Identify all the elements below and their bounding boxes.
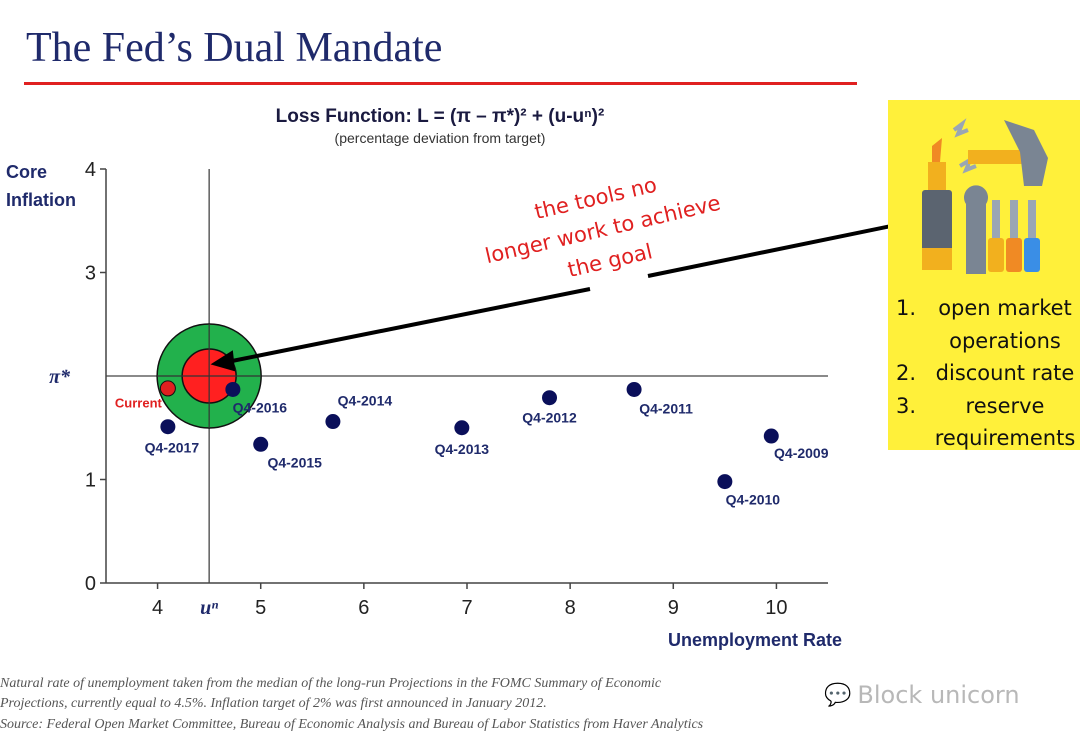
footnote-natural-rate: Natural rate of unemployment taken from …: [0, 676, 662, 691]
title-rule: [24, 82, 857, 85]
x-tick-label: 9: [668, 597, 679, 619]
data-label: Q4-2015: [267, 454, 322, 470]
x-tick-label: 6: [358, 597, 369, 619]
x-tick-label: 10: [765, 597, 787, 619]
data-point: [325, 414, 341, 430]
footnote-projections: Projections, currently equal to 4.5%. In…: [0, 696, 547, 711]
data-point: [542, 390, 558, 406]
natural-rate-tick-label: uⁿ: [200, 597, 218, 619]
watermark-text: Block unicorn: [857, 681, 1020, 709]
y-tick-label: 1: [85, 470, 96, 492]
chart-subtitle: (percentage deviation from target): [335, 130, 546, 146]
slide-title: The Fed’s Dual Mandate: [26, 25, 443, 71]
annotation-arrow-line-upper: [647, 223, 897, 278]
chart-title: Loss Function: L = (π – π*)² + (u-uⁿ)²: [276, 106, 605, 127]
tools-list-item: 1. open market operations: [896, 292, 1080, 357]
tools-list-item: 2. discount rate: [896, 357, 1080, 390]
data-label: Q4-2013: [435, 441, 490, 457]
annotation-arrow-head: [210, 350, 236, 372]
inflation-target-tick-label: π*: [49, 366, 71, 388]
watermark: 💬 Block unicorn: [824, 681, 1020, 709]
data-point: [626, 381, 642, 397]
y-tick-label: 0: [85, 573, 96, 595]
data-label-current: Current: [115, 395, 163, 410]
tools-list-number: 1.: [896, 296, 917, 320]
y-axis-label-line2: Inflation: [6, 190, 76, 210]
data-point: [763, 428, 779, 444]
tools-list: 1. open market operations 2. discount ra…: [896, 292, 1080, 455]
tools-list-number: 3.: [896, 393, 917, 418]
data-point-current: [159, 380, 176, 397]
data-label: Q4-2016: [233, 399, 288, 415]
x-tick-label: 7: [461, 597, 472, 619]
x-tick-label: 8: [565, 597, 576, 619]
data-label: Q4-2010: [726, 492, 781, 508]
tools-list-label: discount rate: [935, 361, 1075, 385]
data-label: Q4-2014: [338, 393, 393, 409]
data-point: [160, 419, 176, 435]
x-axis-label: Unemployment Rate: [668, 630, 842, 650]
footnote-source: Source: Federal Open Market Committee, B…: [0, 717, 704, 732]
tools-list-label: open market operations: [938, 296, 1072, 353]
data-label: Q4-2011: [639, 400, 693, 416]
data-point: [225, 381, 241, 397]
tools-list-item: 3. reserve requirements: [896, 390, 1080, 455]
wechat-icon: 💬: [824, 682, 852, 708]
tools-list-label: reserve requirements: [934, 393, 1076, 451]
y-axis-label-line1: Core: [6, 162, 47, 182]
data-point: [717, 474, 733, 490]
annotation-arrow-line-lower: [226, 287, 591, 364]
data-label: Q4-2009: [774, 445, 829, 461]
data-label: Q4-2017: [145, 440, 200, 456]
tools-icon: [922, 118, 1048, 274]
y-tick-label: 3: [85, 263, 96, 285]
tools-panel: 1. open market operations 2. discount ra…: [888, 100, 1080, 450]
y-tick-label: 4: [85, 159, 96, 181]
data-label: Q4-2012: [522, 410, 577, 426]
data-point: [253, 436, 269, 452]
x-tick-label: 4: [152, 597, 163, 619]
tools-list-number: 2.: [896, 361, 917, 385]
x-tick-label: 5: [255, 597, 266, 619]
data-point: [454, 420, 470, 436]
